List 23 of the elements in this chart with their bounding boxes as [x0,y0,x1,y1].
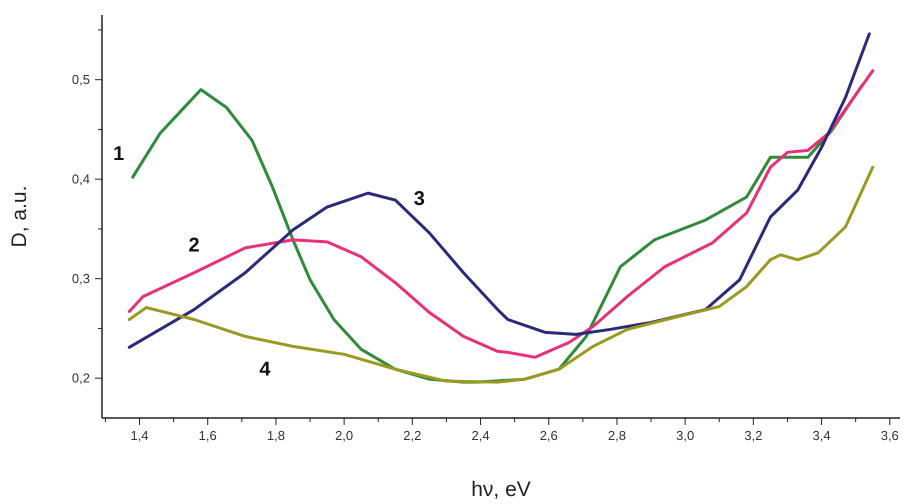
series-label: 1 [113,143,124,166]
y-tick-label: 0,2 [72,370,90,386]
y-tick-label: 0,5 [72,72,90,88]
y-tick-label: 0,3 [72,271,90,286]
x-tick-label: 3,0 [676,428,694,443]
x-tick-label: 3,4 [812,428,831,443]
x-tick-label: 2,6 [540,428,558,443]
x-tick-label: 2,2 [403,428,422,443]
x-tick-label: 2,0 [335,428,354,443]
x-tick-label: 3,2 [744,428,762,443]
y-axis-title: D, a.u. [8,186,31,248]
x-tick-label: 1,8 [266,428,285,443]
line-series [128,166,874,384]
x-tick-label: 1,4 [130,428,149,443]
y-tick-label: 0,4 [72,172,90,187]
x-tick-label: 1,6 [198,428,217,443]
x-tick-label: 3,6 [880,428,899,443]
series-label: 2 [188,234,200,257]
series-label: 4 [259,358,272,380]
x-tick-label: 2,4 [472,428,490,443]
series-label: 3 [414,188,425,210]
x-axis-title: hν, eV [471,478,531,501]
x-tick-label: 2,8 [608,428,626,443]
